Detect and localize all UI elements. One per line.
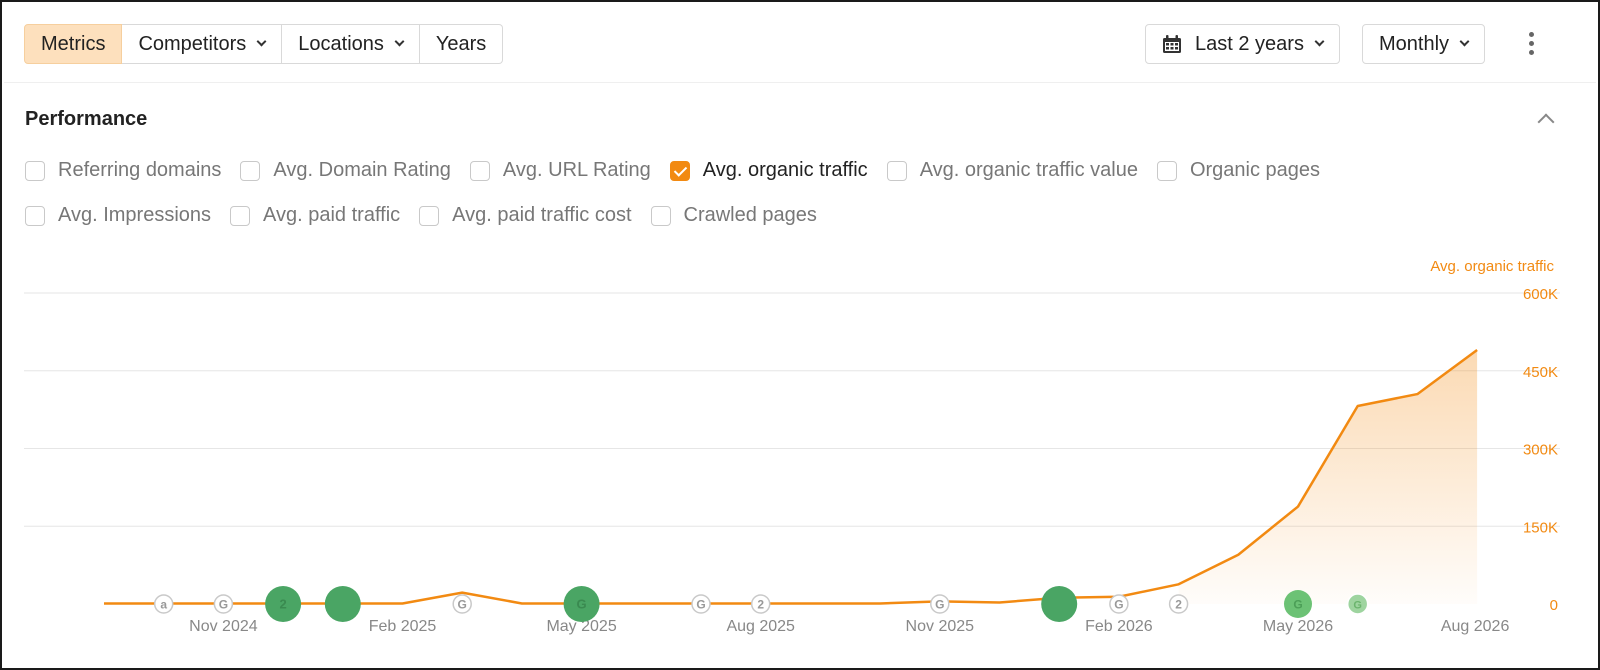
checkbox-avg-impressions[interactable]: Avg. Impressions — [25, 204, 211, 227]
event-marker-label: G — [1293, 598, 1302, 612]
tab-years[interactable]: Years — [419, 24, 504, 64]
event-marker-label: 2 — [279, 597, 286, 612]
event-marker — [265, 586, 302, 622]
checkbox-box[interactable] — [1156, 160, 1177, 181]
tab-competitors-label: Competitors — [138, 32, 247, 55]
checkbox-label: Avg. Domain Rating — [273, 159, 451, 181]
x-tick-label: May 2026 — [1263, 618, 1333, 635]
x-tick-label: Feb 2025 — [369, 618, 437, 635]
section-title: Performance — [25, 108, 148, 130]
event-marker — [691, 594, 711, 614]
chevron-down-icon — [1459, 36, 1470, 47]
event-marker-label: 2 — [757, 598, 764, 612]
event-marker — [930, 594, 950, 614]
event-marker-label: a — [160, 598, 167, 612]
x-tick-label: Nov 2024 — [189, 618, 258, 635]
checkbox-box[interactable] — [25, 160, 45, 181]
interval-dropdown[interactable]: Monthly — [1362, 24, 1486, 64]
event-marker — [213, 594, 234, 614]
event-marker — [563, 586, 600, 622]
event-marker — [153, 594, 174, 614]
event-marker — [1284, 590, 1312, 618]
interval-label: Monthly — [1379, 32, 1450, 55]
checkbox-label: Crawled pages — [683, 204, 817, 226]
checkbox-label: Avg. Impressions — [58, 204, 212, 226]
x-tick-label: Feb 2026 — [1085, 618, 1153, 635]
checkbox-label: Avg. organic traffic — [702, 159, 868, 181]
event-marker — [1041, 586, 1078, 622]
date-range-dropdown[interactable]: Last 2 years — [1145, 24, 1340, 64]
event-marker — [1109, 594, 1129, 614]
checkbox-avg-organic-traffic-value[interactable]: Avg. organic traffic value — [886, 159, 1138, 182]
x-tick-label: Nov 2025 — [906, 618, 975, 635]
checkbox-label: Avg. URL Rating — [502, 159, 651, 181]
event-marker-label: G — [1114, 598, 1123, 612]
tab-metrics-label: Metrics — [41, 32, 106, 55]
checkbox-label: Avg. paid traffic — [263, 204, 401, 226]
chevron-down-icon — [1314, 36, 1325, 47]
checkbox-crawled-pages[interactable]: Crawled pages — [650, 204, 817, 227]
y-tick-label: 0 — [1550, 597, 1558, 614]
series-area — [1178, 350, 1478, 604]
tab-years-label: Years — [435, 32, 487, 55]
tab-locations-label: Locations — [298, 32, 384, 55]
y-tick-label: 150K — [1523, 519, 1558, 536]
x-tick-label: May 2025 — [546, 618, 616, 635]
checkbox-label: Organic pages — [1189, 159, 1321, 181]
checkbox-organic-pages[interactable]: Organic pages — [1156, 159, 1321, 182]
checkbox-checked-icon[interactable] — [669, 160, 690, 181]
metrics-row-1: Referring domains Avg. Domain Rating Avg. … — [25, 159, 1339, 182]
event-marker-label: G — [696, 598, 705, 612]
checkbox-label: Avg. paid traffic cost — [452, 204, 632, 226]
toolbar-divider — [4, 82, 1596, 83]
event-marker — [1168, 594, 1189, 614]
chevron-down-icon — [256, 36, 267, 47]
y-tick-label: 450K — [1523, 364, 1558, 381]
kebab-icon[interactable] — [1526, 32, 1536, 58]
checkbox-label: Referring domains — [58, 159, 222, 181]
checkbox-box[interactable] — [469, 160, 490, 181]
calendar-icon — [1163, 34, 1181, 53]
traffic-chart: 0 150K 300K 450K 600K Nov 2024 Feb 2025 May 202… — [24, 286, 1560, 635]
checkbox-label: Avg. organic traffic value — [919, 159, 1138, 181]
tab-locations[interactable]: Locations — [282, 24, 420, 64]
checkbox-box[interactable] — [650, 205, 671, 226]
checkbox-box[interactable] — [886, 160, 907, 181]
event-marker — [452, 594, 472, 614]
checkbox-avg-organic-traffic[interactable]: Avg. organic traffic — [669, 159, 868, 182]
event-marker-label: G — [935, 598, 944, 612]
event-marker — [1346, 593, 1369, 615]
tab-competitors[interactable]: Competitors — [122, 24, 283, 64]
checkbox-avg-url-rating[interactable]: Avg. URL Rating — [469, 159, 651, 182]
y-tick-label: 300K — [1523, 442, 1558, 459]
checkbox-box[interactable] — [240, 160, 261, 181]
x-tick-label: Aug 2025 — [726, 618, 795, 635]
event-marker — [750, 594, 771, 614]
event-marker-label: G — [1353, 600, 1362, 612]
event-marker — [324, 586, 361, 622]
checkbox-box[interactable] — [419, 205, 440, 226]
checkbox-box[interactable] — [25, 205, 45, 226]
checkbox-avg-paid-traffic-cost[interactable]: Avg. paid traffic cost — [419, 204, 632, 227]
tab-metrics[interactable]: Metrics — [24, 24, 123, 64]
y-axis-title: Avg. organic traffic — [1430, 258, 1554, 275]
checkbox-referring-domains[interactable]: Referring domains — [25, 159, 221, 182]
event-marker-label: G — [458, 598, 467, 612]
chevron-down-icon — [394, 36, 405, 47]
y-tick-label: 600K — [1523, 286, 1558, 303]
date-range-label: Last 2 years — [1195, 32, 1304, 55]
event-marker-label: G — [577, 597, 587, 612]
chevron-up-icon[interactable] — [1537, 113, 1555, 131]
view-tabs: Metrics Competitors Locations Years — [24, 24, 504, 64]
x-tick-label: Aug 2026 — [1441, 618, 1510, 635]
checkbox-avg-paid-traffic[interactable]: Avg. paid traffic — [230, 204, 400, 227]
checkbox-box[interactable] — [230, 205, 251, 226]
event-marker-label: 2 — [1175, 598, 1182, 612]
checkbox-avg-domain-rating[interactable]: Avg. Domain Rating — [240, 159, 451, 182]
metrics-row-2: Avg. Impressions Avg. paid traffic Avg. pa… — [25, 204, 836, 227]
event-marker-label: G — [219, 598, 228, 612]
